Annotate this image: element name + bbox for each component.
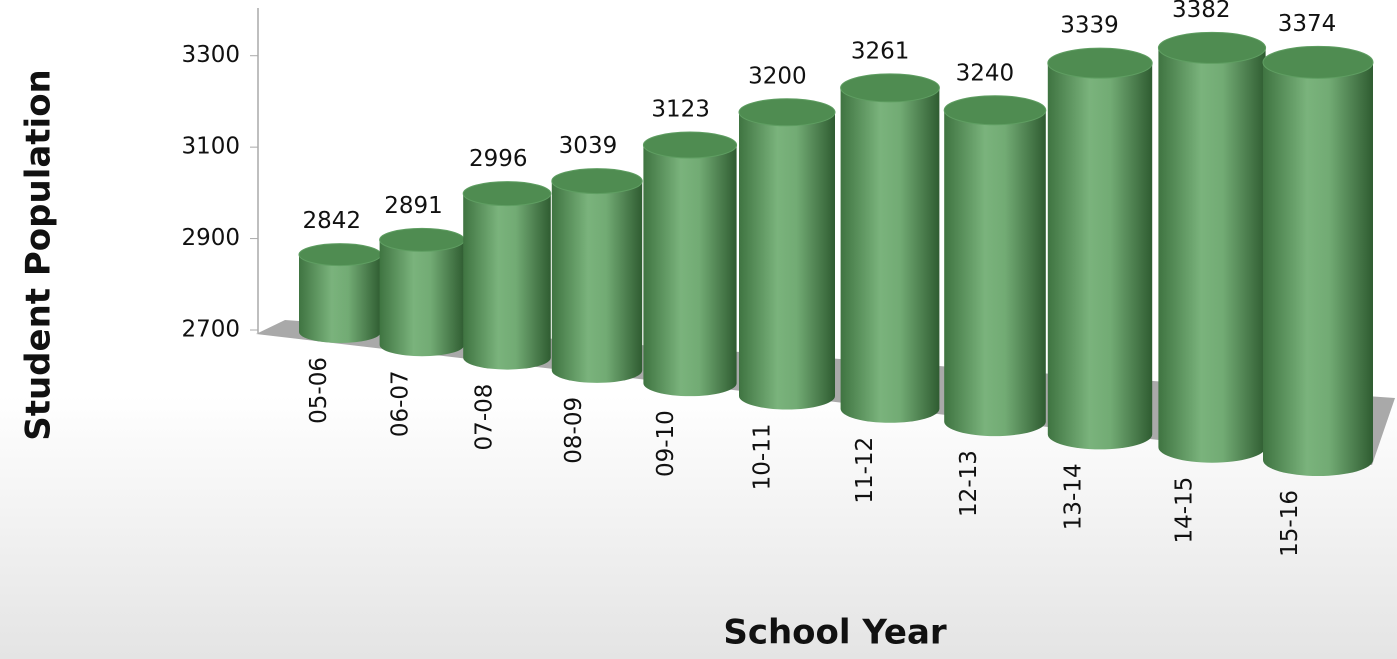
bar-top — [551, 168, 643, 195]
value-label: 2891 — [384, 193, 443, 219]
y-axis-title: Student Population — [19, 69, 59, 441]
bar — [462, 181, 552, 370]
bar-body — [551, 181, 643, 383]
x-tick-label: 08-09 — [561, 397, 587, 464]
y-tick-label: 2700 — [181, 317, 240, 343]
x-tick-label: 11-12 — [852, 437, 878, 504]
x-tick-label: 05-06 — [306, 357, 332, 424]
value-label: 3039 — [559, 133, 618, 159]
bar-top — [1047, 47, 1153, 79]
bar-body — [463, 193, 551, 370]
bar — [840, 73, 940, 423]
bar-body — [643, 145, 737, 397]
value-label: 3200 — [748, 63, 807, 89]
bar-body — [1263, 62, 1373, 477]
y-tick-label: 2900 — [181, 225, 240, 251]
x-tick-label: 13-14 — [1060, 463, 1086, 530]
y-tick-label: 3300 — [181, 42, 240, 68]
bar-top — [298, 243, 382, 267]
value-label: 3123 — [651, 97, 710, 123]
value-label: 3374 — [1278, 11, 1337, 37]
bar — [1047, 47, 1153, 450]
bar — [379, 227, 465, 357]
value-label: 2996 — [469, 146, 528, 172]
value-label: 3382 — [1172, 0, 1231, 23]
bar-top — [943, 95, 1047, 126]
bar — [551, 168, 643, 383]
value-label: 3339 — [1060, 13, 1119, 39]
bar — [298, 243, 382, 343]
x-tick-label: 15-16 — [1277, 490, 1303, 557]
bar-body — [840, 87, 940, 423]
bar-body — [739, 112, 835, 410]
bar-body — [944, 110, 1046, 437]
bar-body — [379, 239, 465, 357]
x-tick-label: 06-07 — [387, 370, 413, 437]
value-label: 2842 — [303, 208, 362, 234]
bar — [943, 95, 1047, 437]
bar-top — [462, 181, 552, 207]
x-axis-title: School Year — [723, 613, 947, 653]
x-tick-label: 10-11 — [750, 424, 776, 491]
y-tick-label: 3100 — [181, 134, 240, 160]
x-tick-label: 14-15 — [1172, 477, 1198, 544]
bar-top — [1157, 31, 1267, 64]
bar — [642, 131, 738, 397]
x-tick-label: 12-13 — [956, 450, 982, 517]
x-tick-label: 09-10 — [653, 410, 679, 477]
bar-top — [738, 98, 836, 127]
bar-body — [1158, 47, 1266, 463]
bar-top — [379, 227, 465, 252]
x-tick-label: 07-08 — [472, 384, 498, 451]
bar-top — [642, 131, 738, 159]
bar-top — [1262, 45, 1374, 79]
bar-top — [840, 73, 940, 103]
bar-body — [1047, 63, 1153, 450]
bar-body — [299, 254, 381, 343]
value-label: 3261 — [851, 38, 910, 64]
bar — [1157, 31, 1267, 463]
bar — [738, 98, 836, 410]
value-label: 3240 — [956, 60, 1015, 86]
bar — [1262, 45, 1374, 477]
